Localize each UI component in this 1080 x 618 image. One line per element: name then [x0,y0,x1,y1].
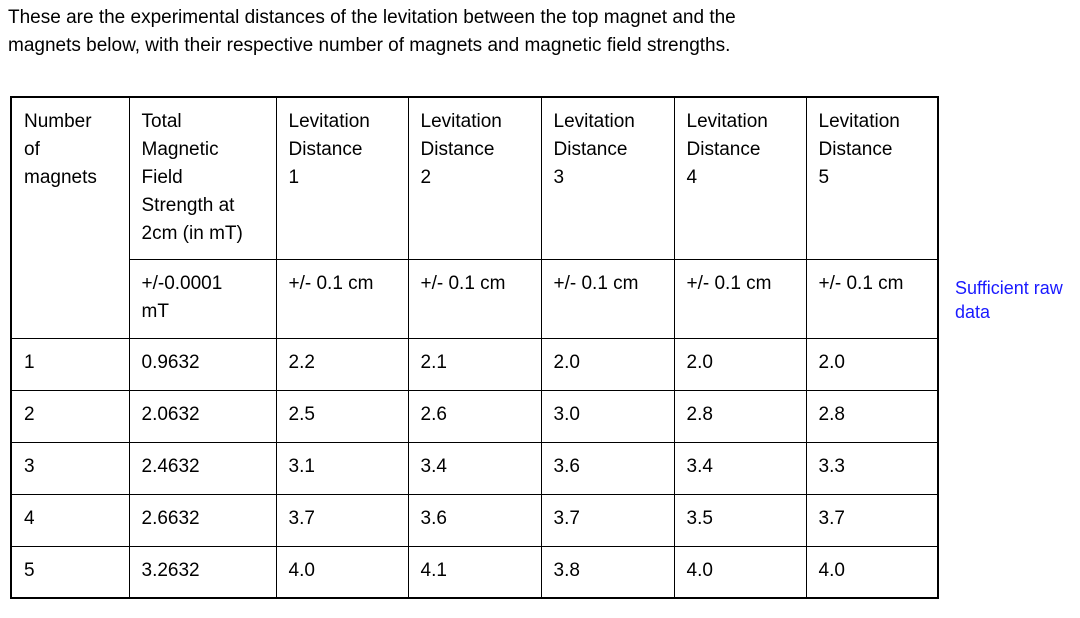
header-levitation-distance-2: Levitation Distance 2 [407,96,542,260]
table-cell: 2.8 [673,389,807,443]
table-cell: 4 [10,493,130,547]
table-cell: 2.8 [805,389,939,443]
table-cell: 2.4632 [128,441,277,495]
table-cell: 3.6 [407,493,542,547]
header-levitation-distance-4: Levitation Distance 4 [673,96,807,260]
table-cell: 2.2 [275,337,409,391]
table-cell: 3.0 [540,389,675,443]
table-cell: 3.1 [275,441,409,495]
comment-sufficient-raw-data: Sufficient raw data [955,278,1063,322]
table-cell: 3.2632 [128,545,277,599]
table-cell: 4.0 [805,545,939,599]
table-cell: 3.6 [540,441,675,495]
header-field-strength: Total Magnetic Field Strength at 2cm (in… [128,96,277,260]
table-cell: 3.4 [407,441,542,495]
table-cell: 2.0632 [128,389,277,443]
table-cell: 3.7 [540,493,675,547]
table-cell: 4.0 [673,545,807,599]
table-cell: 2.5 [275,389,409,443]
uncertainty-field-strength: +/-0.0001 mT [128,258,277,339]
table-cell: 4.1 [407,545,542,599]
header-number-of-magnets: Number of magnets [10,96,130,339]
table-cell: 0.9632 [128,337,277,391]
uncertainty-distance-3: +/- 0.1 cm [540,258,675,339]
uncertainty-distance-4: +/- 0.1 cm [673,258,807,339]
table-cell: 3.4 [673,441,807,495]
table-cell: 3.7 [275,493,409,547]
table-cell: 2.0 [540,337,675,391]
intro-paragraph: These are the experimental distances of … [8,7,736,56]
table-cell: 3.8 [540,545,675,599]
table-cell: 2.6 [407,389,542,443]
table-cell: 2.0 [805,337,939,391]
table-row: 2 2.0632 2.5 2.6 3.0 2.8 2.8 [10,389,939,443]
table-row: 3 2.4632 3.1 3.4 3.6 3.4 3.3 [10,441,939,495]
table-cell: 5 [10,545,130,599]
table-cell: 3.5 [673,493,807,547]
header-levitation-distance-5: Levitation Distance 5 [805,96,939,260]
table-row: 1 0.9632 2.2 2.1 2.0 2.0 2.0 [10,337,939,391]
uncertainty-distance-5: +/- 0.1 cm [805,258,939,339]
header-levitation-distance-1: Levitation Distance 1 [275,96,409,260]
table-row: 5 3.2632 4.0 4.1 3.8 4.0 4.0 [10,545,939,599]
uncertainty-distance-2: +/- 0.1 cm [407,258,542,339]
uncertainty-row: +/-0.0001 mT +/- 0.1 cm +/- 0.1 cm +/- 0… [11,258,939,339]
table-cell: 2.1 [407,337,542,391]
table-cell: 2 [10,389,130,443]
table-cell: 4.0 [275,545,409,599]
uncertainty-distance-1: +/- 0.1 cm [275,258,409,339]
table-cell: 3.7 [805,493,939,547]
header-levitation-distance-3: Levitation Distance 3 [540,96,675,260]
table-cell: 2.0 [673,337,807,391]
table-cell: 3.3 [805,441,939,495]
table-cell: 1 [10,337,130,391]
table-header-row: Number of magnets Total Magnetic Field S… [10,96,939,339]
experimental-data-table: Number of magnets Total Magnetic Field S… [10,96,939,599]
table-row: 4 2.6632 3.7 3.6 3.7 3.5 3.7 [10,493,939,547]
table-cell: 3 [10,441,130,495]
table-cell: 2.6632 [128,493,277,547]
